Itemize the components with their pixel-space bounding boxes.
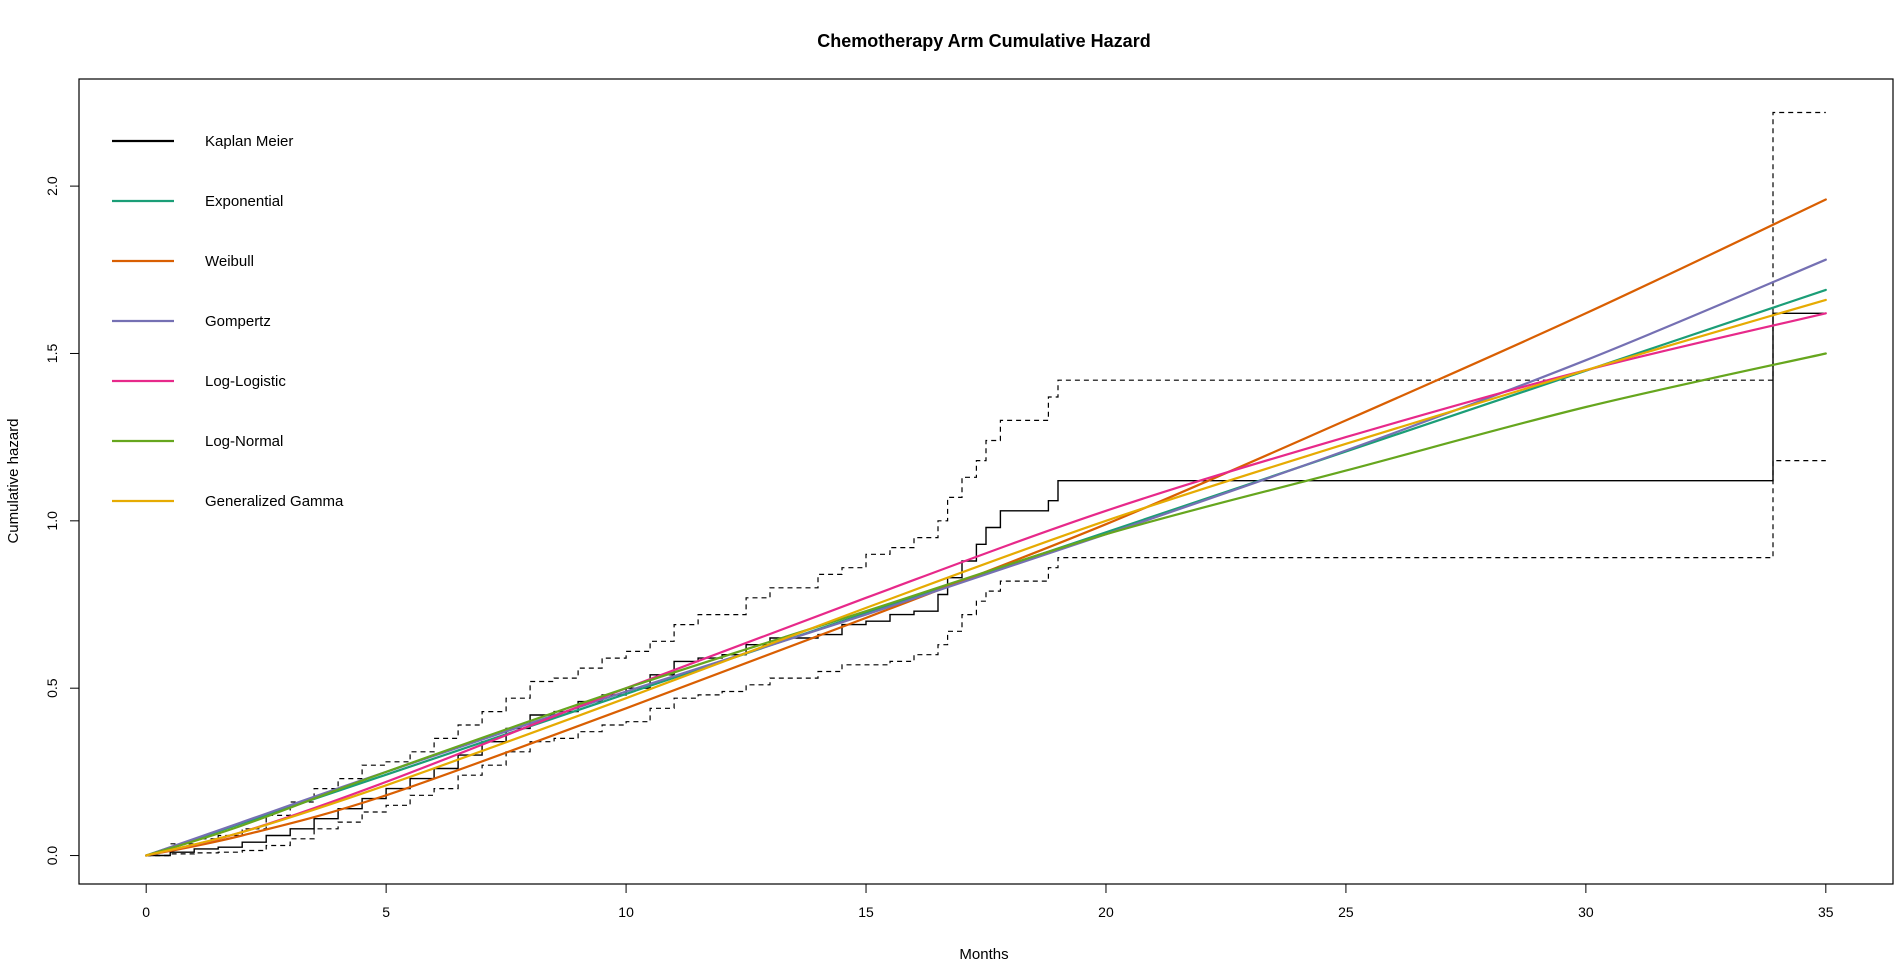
legend-item-gompertz: Gompertz bbox=[112, 313, 271, 330]
log-logistic-curve bbox=[145, 312, 1827, 857]
legend-item-exponential: Exponential bbox=[112, 193, 283, 210]
legend-item-log-logistic: Log-Logistic bbox=[112, 373, 286, 390]
y-axis-label: Cumulative hazard bbox=[5, 418, 22, 543]
y-tick-label: 0.0 bbox=[44, 846, 60, 866]
legend: Kaplan Meier Exponential Weibull Gompertz Lo… bbox=[112, 133, 344, 510]
legend-label: Gompertz bbox=[205, 313, 271, 330]
y-tick-label: 1.0 bbox=[44, 511, 60, 531]
x-axis: 0 5 10 15 20 25 30 35 bbox=[142, 883, 1834, 920]
fitted-curves-group bbox=[145, 198, 1827, 857]
x-tick-label: 10 bbox=[618, 904, 634, 920]
x-tick-label: 30 bbox=[1578, 904, 1594, 920]
chart-title: Chemotherapy Arm Cumulative Hazard bbox=[817, 31, 1150, 51]
legend-label: Exponential bbox=[205, 193, 283, 210]
x-tick-label: 15 bbox=[858, 904, 874, 920]
x-tick-label: 35 bbox=[1818, 904, 1834, 920]
y-tick-label: 0.5 bbox=[44, 678, 60, 698]
log-normal-curve bbox=[145, 352, 1827, 857]
y-axis: 0.0 0.5 1.0 1.5 2.0 bbox=[44, 176, 80, 866]
legend-label: Kaplan Meier bbox=[205, 133, 293, 150]
x-tick-label: 5 bbox=[382, 904, 390, 920]
y-tick-label: 1.5 bbox=[44, 344, 60, 364]
km-upper-ci bbox=[146, 111, 1826, 857]
x-tick-label: 0 bbox=[142, 904, 150, 920]
x-tick-label: 20 bbox=[1098, 904, 1114, 920]
x-tick-label: 25 bbox=[1338, 904, 1354, 920]
legend-label: Log-Normal bbox=[205, 433, 283, 450]
legend-label: Generalized Gamma bbox=[205, 493, 344, 510]
y-tick-label: 2.0 bbox=[44, 176, 60, 196]
legend-item-weibull: Weibull bbox=[112, 253, 254, 270]
x-axis-label: Months bbox=[959, 946, 1008, 963]
generalized-gamma-curve bbox=[145, 298, 1827, 857]
legend-label: Weibull bbox=[205, 253, 254, 270]
legend-item-generalized-gamma: Generalized Gamma bbox=[112, 493, 344, 510]
legend-item-log-normal: Log-Normal bbox=[112, 433, 283, 450]
km-lower-ci bbox=[146, 460, 1826, 857]
legend-label: Log-Logistic bbox=[205, 373, 286, 390]
gompertz-curve bbox=[145, 258, 1827, 857]
legend-item-kaplan-meier: Kaplan Meier bbox=[112, 133, 293, 150]
